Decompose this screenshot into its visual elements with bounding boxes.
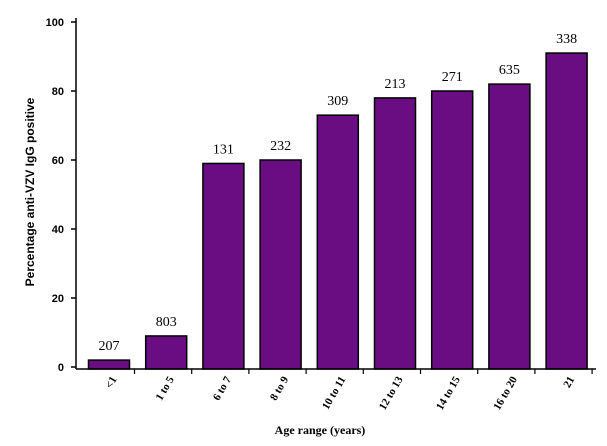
data-label: 271 <box>442 70 463 85</box>
y-tick-label: 60 <box>52 155 64 167</box>
x-tick-label: 8 to 9 <box>268 374 291 403</box>
x-tick-label: 21 <box>561 375 577 391</box>
bar <box>259 159 302 370</box>
data-label: 803 <box>156 315 177 330</box>
x-tick-label: 10 to 11 <box>320 375 348 412</box>
data-label: 213 <box>385 77 406 92</box>
x-axis-tick-labels: <1 1 to 5 6 to 7 8 to 9 10 to 11 12 to 13 14 t… <box>103 369 593 412</box>
data-label: 338 <box>556 32 577 47</box>
bar <box>202 162 245 370</box>
y-tick-label: 40 <box>52 224 64 236</box>
data-label: 207 <box>99 339 120 354</box>
data-labels: 207 803 131 232 309 213 271 635 338 <box>99 32 578 354</box>
x-tick-label: 16 to 20 <box>491 374 520 412</box>
x-tick-label: 12 to 13 <box>377 374 406 412</box>
x-tick-label: 14 to 15 <box>434 374 463 412</box>
data-label: 635 <box>499 63 520 78</box>
data-label: 309 <box>327 94 348 109</box>
y-axis-title: Percentage anti-VZV IgG positive <box>23 97 37 286</box>
bars <box>87 52 588 370</box>
y-axis-ticks: 0 20 40 60 80 100 <box>46 17 76 374</box>
y-tick-label: 80 <box>52 86 64 98</box>
y-tick-label: 20 <box>52 293 64 305</box>
x-tick-label: 1 to 5 <box>154 374 177 403</box>
bar <box>87 359 131 370</box>
x-tick-label: 6 to 7 <box>211 374 234 403</box>
y-tick-label: 100 <box>46 17 64 29</box>
bar <box>488 83 531 370</box>
bar <box>430 90 474 370</box>
bar <box>144 335 188 370</box>
y-tick-label: 0 <box>58 362 64 374</box>
data-label: 232 <box>270 139 291 154</box>
x-tick-label: <1 <box>103 375 119 391</box>
bar <box>545 52 588 370</box>
x-axis-title: Age range (years) <box>275 423 366 437</box>
bar <box>316 114 360 370</box>
bar <box>373 97 417 370</box>
data-label: 131 <box>213 142 234 157</box>
